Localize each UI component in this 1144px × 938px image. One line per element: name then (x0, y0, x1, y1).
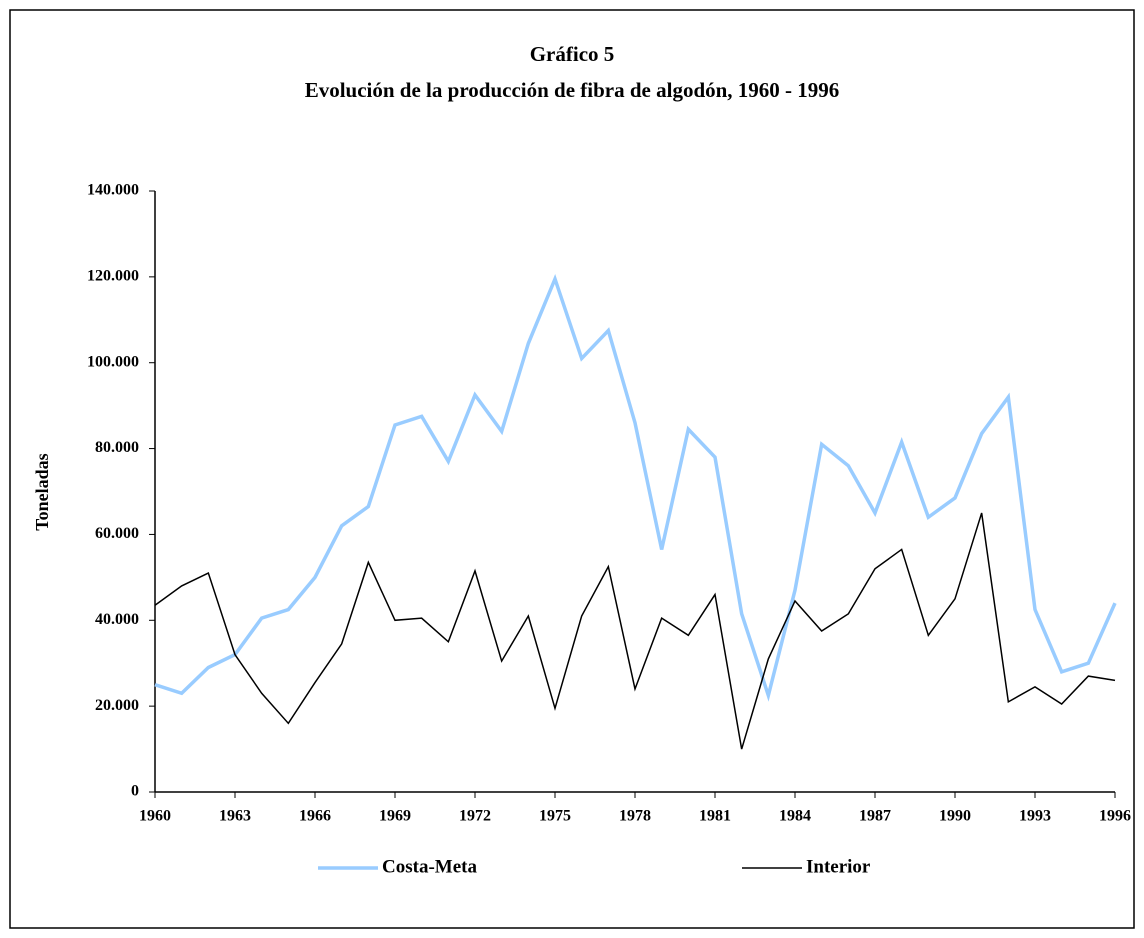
y-tick-label: 140.000 (87, 182, 139, 199)
y-tick-label: 20.000 (95, 697, 139, 714)
x-tick-label: 1960 (139, 808, 171, 825)
y-tick-label: 100.000 (87, 353, 139, 370)
x-tick-label: 1975 (539, 808, 571, 825)
x-tick-label: 1963 (219, 808, 251, 825)
x-tick-label: 1987 (859, 808, 891, 825)
x-tick-label: 1993 (1019, 808, 1051, 825)
x-tick-label: 1978 (619, 808, 651, 825)
x-tick-label: 1972 (459, 808, 491, 825)
chart-title: Gráfico 5 (530, 42, 615, 66)
x-tick-label: 1969 (379, 808, 411, 825)
y-tick-label: 0 (131, 783, 139, 800)
series-line (154, 512, 1116, 750)
x-tick-label: 1996 (1099, 808, 1131, 825)
x-tick-label: 1966 (299, 808, 331, 825)
legend-label: Costa-Meta (382, 856, 477, 877)
y-tick-label: 80.000 (95, 439, 139, 456)
y-tick-label: 40.000 (95, 611, 139, 628)
y-tick-label: 60.000 (95, 525, 139, 542)
series-line (154, 274, 1117, 702)
y-tick-label: 120.000 (87, 268, 139, 285)
x-tick-label: 1990 (939, 808, 971, 825)
legend-label: Interior (806, 856, 871, 877)
x-tick-label: 1984 (779, 808, 811, 825)
chart-border (9, 9, 1135, 929)
chart-subtitle: Evolución de la producción de fibra de a… (305, 78, 840, 102)
x-tick-label: 1981 (699, 808, 731, 825)
y-axis-label: Toneladas (32, 453, 52, 530)
